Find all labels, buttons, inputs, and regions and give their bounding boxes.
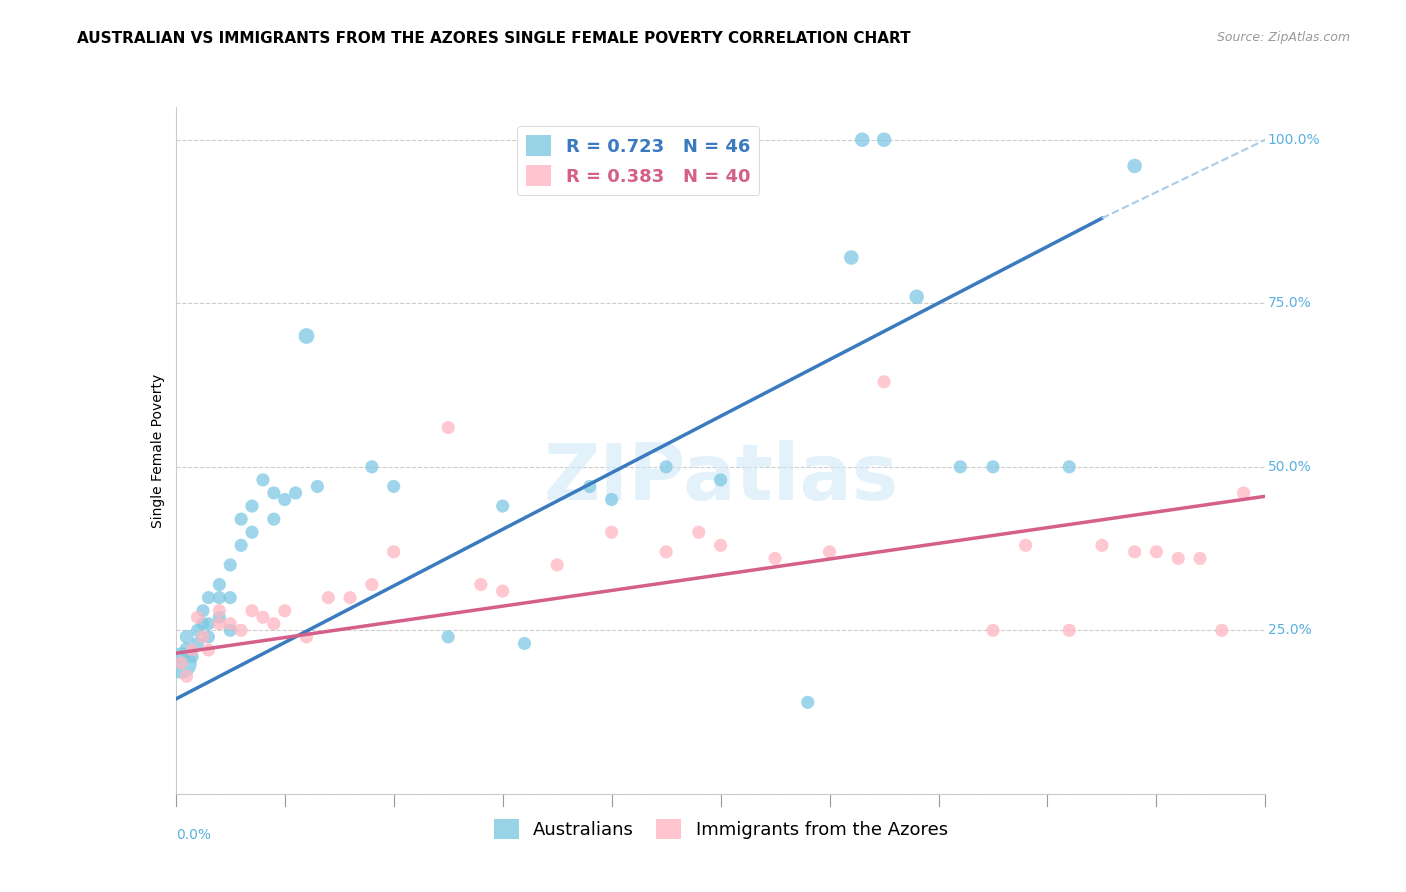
Point bbox=[949, 459, 972, 474]
Point bbox=[1123, 545, 1146, 559]
Point bbox=[197, 643, 219, 657]
Point bbox=[219, 616, 242, 631]
Point bbox=[1211, 624, 1233, 638]
Point bbox=[1091, 538, 1114, 552]
Point bbox=[176, 630, 198, 644]
Point bbox=[873, 375, 896, 389]
Point bbox=[252, 473, 274, 487]
Point bbox=[274, 604, 297, 618]
Text: 75.0%: 75.0% bbox=[1268, 296, 1312, 310]
Text: 100.0%: 100.0% bbox=[1268, 133, 1320, 147]
Text: Source: ZipAtlas.com: Source: ZipAtlas.com bbox=[1216, 31, 1350, 45]
Text: AUSTRALIAN VS IMMIGRANTS FROM THE AZORES SINGLE FEMALE POVERTY CORRELATION CHART: AUSTRALIAN VS IMMIGRANTS FROM THE AZORES… bbox=[77, 31, 911, 46]
Point bbox=[208, 610, 231, 624]
Text: ZIPatlas: ZIPatlas bbox=[543, 440, 898, 516]
Point bbox=[360, 577, 382, 591]
Point bbox=[191, 616, 214, 631]
Point bbox=[240, 499, 263, 513]
Point bbox=[219, 591, 242, 605]
Point bbox=[382, 479, 405, 493]
Point bbox=[1189, 551, 1212, 566]
Text: 0.0%: 0.0% bbox=[176, 828, 211, 842]
Point bbox=[197, 616, 219, 631]
Point bbox=[197, 630, 219, 644]
Text: 50.0%: 50.0% bbox=[1268, 459, 1312, 474]
Point bbox=[191, 604, 214, 618]
Point bbox=[1167, 551, 1189, 566]
Point bbox=[252, 610, 274, 624]
Point bbox=[655, 459, 678, 474]
Point bbox=[579, 479, 602, 493]
Point bbox=[170, 656, 193, 670]
Point bbox=[763, 551, 786, 566]
Point bbox=[170, 656, 193, 670]
Point bbox=[382, 545, 405, 559]
Point bbox=[1057, 624, 1080, 638]
Point bbox=[231, 624, 253, 638]
Point bbox=[492, 499, 515, 513]
Point bbox=[818, 545, 841, 559]
Point bbox=[219, 558, 242, 572]
Point bbox=[240, 525, 263, 540]
Point bbox=[513, 636, 536, 650]
Point bbox=[873, 133, 896, 147]
Point bbox=[797, 695, 820, 709]
Point bbox=[546, 558, 568, 572]
Point bbox=[208, 577, 231, 591]
Point bbox=[186, 636, 209, 650]
Point bbox=[905, 290, 928, 304]
Point bbox=[176, 669, 198, 683]
Point bbox=[1232, 486, 1256, 500]
Point bbox=[1015, 538, 1038, 552]
Point bbox=[208, 616, 231, 631]
Point bbox=[186, 624, 209, 638]
Point bbox=[470, 577, 492, 591]
Point bbox=[231, 538, 253, 552]
Point bbox=[600, 525, 623, 540]
Point bbox=[339, 591, 361, 605]
Point bbox=[274, 492, 297, 507]
Point bbox=[191, 630, 214, 644]
Point bbox=[437, 630, 460, 644]
Point bbox=[295, 329, 318, 343]
Point bbox=[307, 479, 329, 493]
Point bbox=[295, 630, 318, 644]
Point bbox=[851, 133, 873, 147]
Point bbox=[1144, 545, 1167, 559]
Point bbox=[841, 251, 863, 265]
Point bbox=[710, 538, 733, 552]
Point bbox=[240, 604, 263, 618]
Point bbox=[231, 512, 253, 526]
Point bbox=[181, 643, 204, 657]
Point bbox=[437, 420, 460, 434]
Point bbox=[208, 591, 231, 605]
Point bbox=[981, 459, 1004, 474]
Point bbox=[263, 512, 285, 526]
Point bbox=[186, 610, 209, 624]
Point bbox=[1123, 159, 1146, 173]
Point bbox=[1057, 459, 1080, 474]
Point bbox=[284, 486, 307, 500]
Point bbox=[181, 649, 204, 664]
Point bbox=[688, 525, 710, 540]
Point bbox=[710, 473, 733, 487]
Point bbox=[176, 643, 198, 657]
Point bbox=[600, 492, 623, 507]
Legend: Australians, Immigrants from the Azores: Australians, Immigrants from the Azores bbox=[486, 812, 955, 847]
Point bbox=[263, 616, 285, 631]
Point bbox=[197, 591, 219, 605]
Point bbox=[208, 604, 231, 618]
Point bbox=[263, 486, 285, 500]
Point bbox=[981, 624, 1004, 638]
Point bbox=[318, 591, 340, 605]
Point bbox=[360, 459, 382, 474]
Point bbox=[655, 545, 678, 559]
Y-axis label: Single Female Poverty: Single Female Poverty bbox=[150, 374, 165, 527]
Text: 25.0%: 25.0% bbox=[1268, 624, 1312, 638]
Point bbox=[219, 624, 242, 638]
Point bbox=[492, 584, 515, 599]
